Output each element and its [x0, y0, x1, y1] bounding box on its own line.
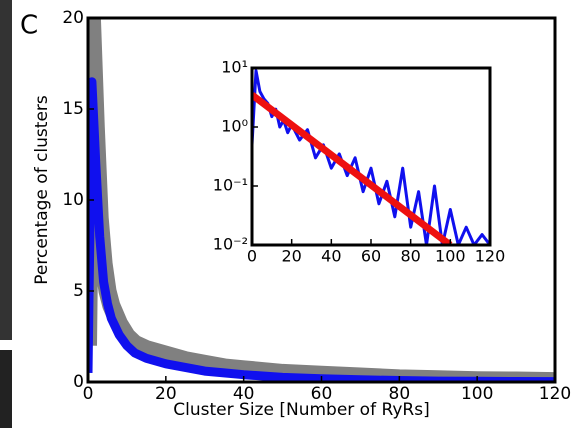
edge-strip [0, 350, 12, 428]
x-tick-label: 40 [321, 247, 341, 266]
x-tick-label: 60 [311, 384, 333, 404]
plot-area [252, 69, 490, 245]
y-tick-label: 10⁻¹ [213, 176, 248, 195]
x-tick-label: 100 [435, 247, 466, 266]
panel-label: C [20, 11, 38, 41]
inset-background [252, 68, 490, 245]
x-tick-label: 60 [361, 247, 381, 266]
y-tick-label: 10 [62, 190, 84, 210]
data-line [252, 92, 453, 245]
x-tick-label: 120 [475, 247, 506, 266]
y-tick-label: 20 [62, 8, 84, 28]
x-tick-label: 100 [461, 384, 493, 404]
y-tick-label: 5 [73, 281, 84, 301]
x-tick-label: 40 [233, 384, 255, 404]
y-axis-label: Percentage of clusters [32, 95, 52, 285]
x-tick-label: 80 [389, 384, 411, 404]
x-tick-label: 0 [83, 384, 94, 404]
y-tick-label: 15 [62, 99, 84, 119]
y-tick-label: 10⁰ [221, 117, 248, 136]
y-tick-label: 10⁻² [213, 235, 248, 254]
x-tick-label: 0 [247, 247, 257, 266]
x-tick-label: 80 [400, 247, 420, 266]
x-axis-label: Cluster Size [Number of RyRs] [173, 400, 429, 420]
edge-strip [0, 0, 12, 340]
x-tick-label: 20 [281, 247, 301, 266]
x-tick-label: 20 [155, 384, 177, 404]
y-tick-label: 10¹ [221, 58, 248, 77]
x-tick-label: 120 [539, 384, 571, 404]
y-tick-label: 0 [73, 372, 84, 392]
